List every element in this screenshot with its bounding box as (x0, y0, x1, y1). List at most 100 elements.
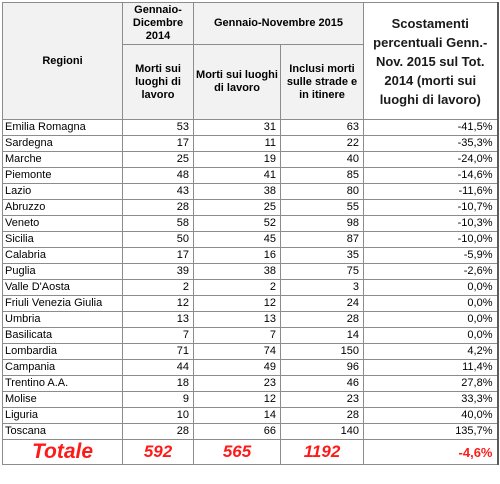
deaths-2015-incl: 87 (280, 231, 364, 248)
percent-change: 33,3% (363, 391, 499, 408)
table-row: Sicilia 50 45 87 -10,0% (2, 231, 499, 248)
table-row: Lombardia 71 74 150 4,2% (2, 343, 499, 360)
deaths-2015-incl: 140 (280, 423, 364, 440)
deaths-2015: 41 (193, 167, 281, 184)
table-row: Veneto 58 52 98 -10,3% (2, 215, 499, 232)
table-row: Sardegna 17 11 22 -35,3% (2, 135, 499, 152)
deaths-2014: 10 (122, 407, 194, 424)
deaths-2015: 7 (193, 327, 281, 344)
deaths-2015: 74 (193, 343, 281, 360)
region-name: Calabria (2, 247, 123, 264)
region-name: Liguria (2, 407, 123, 424)
percent-change: 40,0% (363, 407, 499, 424)
region-name: Marche (2, 151, 123, 168)
percent-change: -11,6% (363, 183, 499, 200)
table-row: Lazio 43 38 80 -11,6% (2, 183, 499, 200)
deaths-2014: 39 (122, 263, 194, 280)
percent-change: -14,6% (363, 167, 499, 184)
table-row: Basilicata 7 7 14 0,0% (2, 327, 499, 344)
total-2014: 592 (122, 439, 194, 465)
regioni-header: Regioni (2, 2, 123, 120)
region-name: Valle D'Aosta (2, 279, 123, 296)
total-2015: 565 (193, 439, 281, 465)
deaths-2015: 38 (193, 183, 281, 200)
deaths-2015-incl: 55 (280, 199, 364, 216)
table-row: Emilia Romagna 53 31 63 -41,5% (2, 119, 499, 136)
deaths-2014: 58 (122, 215, 194, 232)
header-2015-including-itinere: Inclusi morti sulle strade e in itinere (280, 44, 364, 120)
deaths-2015-incl: 35 (280, 247, 364, 264)
region-name: Toscana (2, 423, 123, 440)
deaths-2015: 38 (193, 263, 281, 280)
deaths-2015: 2 (193, 279, 281, 296)
deaths-2014: 2 (122, 279, 194, 296)
deaths-2015-incl: 150 (280, 343, 364, 360)
deaths-2014: 44 (122, 359, 194, 376)
region-name: Molise (2, 391, 123, 408)
percent-change: 27,8% (363, 375, 499, 392)
percent-change: 11,4% (363, 359, 499, 376)
region-name: Lombardia (2, 343, 123, 360)
table-row: Liguria 10 14 28 40,0% (2, 407, 499, 424)
percent-change: -2,6% (363, 263, 499, 280)
deaths-2014: 28 (122, 423, 194, 440)
table-row: Abruzzo 28 25 55 -10,7% (2, 199, 499, 216)
region-name: Lazio (2, 183, 123, 200)
percent-change: -41,5% (363, 119, 499, 136)
deaths-2015-incl: 46 (280, 375, 364, 392)
region-name: Puglia (2, 263, 123, 280)
deaths-2015-incl: 96 (280, 359, 364, 376)
percent-change: -10,0% (363, 231, 499, 248)
deaths-2015: 23 (193, 375, 281, 392)
deaths-2014: 25 (122, 151, 194, 168)
table-row: Toscana 28 66 140 135,7% (2, 423, 499, 440)
deaths-2014: 9 (122, 391, 194, 408)
deaths-2014: 50 (122, 231, 194, 248)
percent-change: 0,0% (363, 311, 499, 328)
percent-change: -10,3% (363, 215, 499, 232)
deaths-2015-incl: 3 (280, 279, 364, 296)
deaths-2015: 12 (193, 295, 281, 312)
deaths-2015: 14 (193, 407, 281, 424)
deaths-2015-incl: 24 (280, 295, 364, 312)
table-row: Calabria 17 16 35 -5,9% (2, 247, 499, 264)
deaths-2015-incl: 23 (280, 391, 364, 408)
region-name: Emilia Romagna (2, 119, 123, 136)
region-name: Trentino A.A. (2, 375, 123, 392)
header-2015-deaths: Morti sui luoghi di lavoro (193, 44, 281, 120)
table-row: Molise 9 12 23 33,3% (2, 391, 499, 408)
deaths-2015: 45 (193, 231, 281, 248)
deaths-2015: 12 (193, 391, 281, 408)
deaths-2014: 17 (122, 247, 194, 264)
region-name: Friuli Venezia Giulia (2, 295, 123, 312)
region-name: Veneto (2, 215, 123, 232)
deaths-2014: 12 (122, 295, 194, 312)
deaths-2014: 13 (122, 311, 194, 328)
deaths-2014: 18 (122, 375, 194, 392)
percent-change: -10,7% (363, 199, 499, 216)
deaths-2015-incl: 28 (280, 407, 364, 424)
deaths-2015: 13 (193, 311, 281, 328)
total-row: Totale 592 565 1192 -4,6% (2, 439, 499, 465)
deaths-2015: 66 (193, 423, 281, 440)
deaths-2015-incl: 98 (280, 215, 364, 232)
deaths-2015: 31 (193, 119, 281, 136)
header-2014-deaths: Morti sui luoghi di lavoro (122, 44, 194, 120)
table-row: Umbria 13 13 28 0,0% (2, 311, 499, 328)
percent-change: -24,0% (363, 151, 499, 168)
region-name: Sicilia (2, 231, 123, 248)
deaths-2015-incl: 22 (280, 135, 364, 152)
deaths-2014: 53 (122, 119, 194, 136)
deaths-2015-incl: 63 (280, 119, 364, 136)
percent-change: 0,0% (363, 295, 499, 312)
table-row: Campania 44 49 96 11,4% (2, 359, 499, 376)
deaths-2015-incl: 28 (280, 311, 364, 328)
deaths-2015-incl: 40 (280, 151, 364, 168)
deaths-2015: 19 (193, 151, 281, 168)
deaths-2015: 11 (193, 135, 281, 152)
percent-change: -5,9% (363, 247, 499, 264)
deaths-2014: 7 (122, 327, 194, 344)
deaths-2015-incl: 14 (280, 327, 364, 344)
deaths-2015: 16 (193, 247, 281, 264)
table-row: Marche 25 19 40 -24,0% (2, 151, 499, 168)
